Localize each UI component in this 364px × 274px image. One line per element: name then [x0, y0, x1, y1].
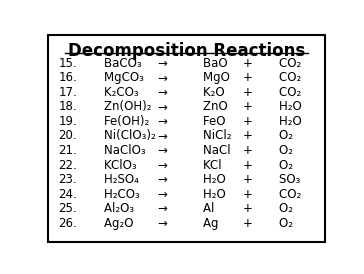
- Text: →: →: [158, 101, 167, 113]
- Text: +: +: [242, 86, 252, 99]
- Text: →: →: [158, 57, 167, 70]
- Text: BaO: BaO: [188, 57, 228, 70]
- Text: Al₂O₃: Al₂O₃: [89, 202, 134, 215]
- Text: BaCO₃: BaCO₃: [89, 57, 142, 70]
- Text: CO₂: CO₂: [264, 57, 301, 70]
- Text: +: +: [242, 216, 252, 230]
- Text: K₂CO₃: K₂CO₃: [89, 86, 139, 99]
- Text: O₂: O₂: [264, 144, 293, 157]
- Text: +: +: [242, 130, 252, 142]
- Text: NaClO₃: NaClO₃: [89, 144, 146, 157]
- Text: 20.: 20.: [58, 130, 77, 142]
- Text: O₂: O₂: [264, 216, 293, 230]
- Text: 16.: 16.: [58, 72, 77, 84]
- Text: H₂O: H₂O: [188, 173, 226, 186]
- Text: H₂SO₄: H₂SO₄: [89, 173, 139, 186]
- Text: MgCO₃: MgCO₃: [89, 72, 144, 84]
- Text: H₂CO₃: H₂CO₃: [89, 187, 140, 201]
- Text: FeO: FeO: [188, 115, 225, 128]
- Text: +: +: [242, 144, 252, 157]
- Text: →: →: [158, 115, 167, 128]
- Text: →: →: [158, 187, 167, 201]
- Text: KCl: KCl: [188, 158, 222, 172]
- Text: MgO: MgO: [188, 72, 230, 84]
- Text: Ag₂O: Ag₂O: [89, 216, 134, 230]
- Text: CO₂: CO₂: [264, 187, 301, 201]
- Text: +: +: [242, 57, 252, 70]
- Text: 21.: 21.: [58, 144, 77, 157]
- Text: O₂: O₂: [264, 158, 293, 172]
- Text: +: +: [242, 202, 252, 215]
- FancyBboxPatch shape: [48, 35, 325, 242]
- Text: H₂O: H₂O: [188, 187, 226, 201]
- Text: H₂O: H₂O: [264, 115, 302, 128]
- Text: H₂O: H₂O: [264, 101, 302, 113]
- Text: +: +: [242, 101, 252, 113]
- Text: 18.: 18.: [58, 101, 77, 113]
- Text: 25.: 25.: [58, 202, 77, 215]
- Text: 22.: 22.: [58, 158, 77, 172]
- Text: →: →: [158, 130, 167, 142]
- Text: Zn(OH)₂: Zn(OH)₂: [89, 101, 152, 113]
- Text: +: +: [242, 115, 252, 128]
- Text: NaCl: NaCl: [188, 144, 230, 157]
- Text: SO₃: SO₃: [264, 173, 301, 186]
- Text: CO₂: CO₂: [264, 72, 301, 84]
- Text: Ni(ClO₃)₂: Ni(ClO₃)₂: [89, 130, 156, 142]
- Text: +: +: [242, 173, 252, 186]
- Text: O₂: O₂: [264, 202, 293, 215]
- Text: Ag: Ag: [188, 216, 218, 230]
- Text: +: +: [242, 158, 252, 172]
- Text: ZnO: ZnO: [188, 101, 228, 113]
- Text: +: +: [242, 72, 252, 84]
- Text: →: →: [158, 216, 167, 230]
- Text: Decomposition Reactions: Decomposition Reactions: [68, 42, 305, 60]
- Text: NiCl₂: NiCl₂: [188, 130, 232, 142]
- Text: 17.: 17.: [58, 86, 77, 99]
- Text: 23.: 23.: [58, 173, 77, 186]
- Text: →: →: [158, 86, 167, 99]
- Text: →: →: [158, 202, 167, 215]
- Text: 19.: 19.: [58, 115, 77, 128]
- Text: 26.: 26.: [58, 216, 77, 230]
- Text: KClO₃: KClO₃: [89, 158, 137, 172]
- Text: →: →: [158, 144, 167, 157]
- Text: K₂O: K₂O: [188, 86, 225, 99]
- Text: +: +: [242, 187, 252, 201]
- Text: →: →: [158, 173, 167, 186]
- Text: O₂: O₂: [264, 130, 293, 142]
- Text: →: →: [158, 158, 167, 172]
- Text: Fe(OH)₂: Fe(OH)₂: [89, 115, 150, 128]
- Text: 24.: 24.: [58, 187, 77, 201]
- Text: CO₂: CO₂: [264, 86, 301, 99]
- Text: →: →: [158, 72, 167, 84]
- Text: 15.: 15.: [58, 57, 77, 70]
- Text: Al: Al: [188, 202, 214, 215]
